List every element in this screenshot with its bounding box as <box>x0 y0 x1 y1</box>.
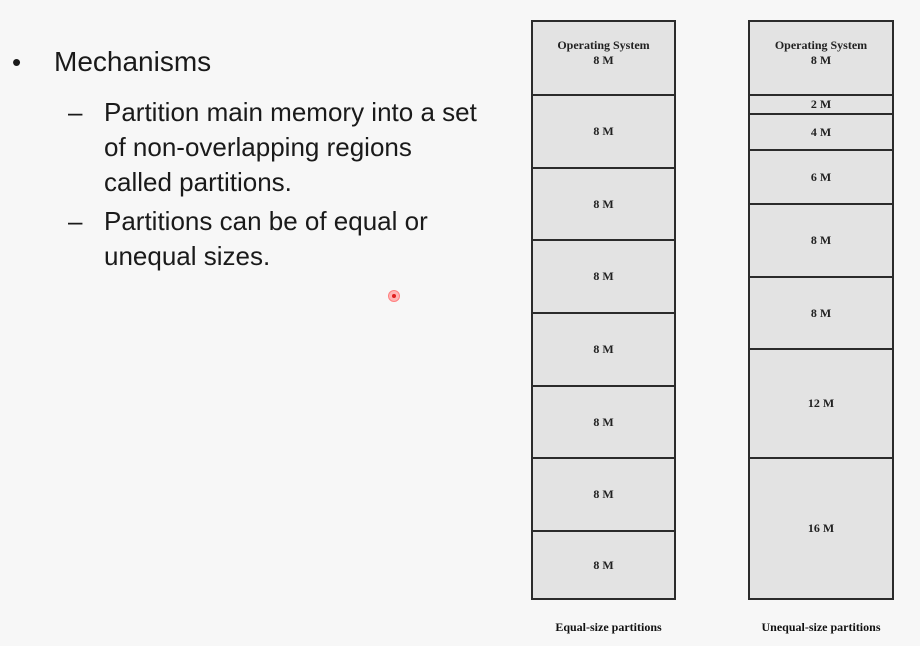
partition-block: 4 M <box>750 113 892 149</box>
partition-block: 8 M <box>533 94 674 167</box>
partition-block: 12 M <box>750 348 892 457</box>
laser-pointer-icon <box>389 291 399 301</box>
sub-bullet-2: – Partitions can be of equal or unequal … <box>68 204 484 274</box>
main-bullet: • Mechanisms <box>12 44 211 80</box>
sub-bullet-dash: – <box>68 97 83 127</box>
sub-bullet-1: – Partition main memory into a set of no… <box>68 95 484 200</box>
os-size-label: 8 M <box>810 53 832 67</box>
partition-size-label: 6 M <box>810 169 832 184</box>
os-label: Operating System <box>557 38 650 52</box>
partition-block: 8 M <box>533 385 674 457</box>
partition-size-label: 8 M <box>593 487 614 501</box>
partition-block: 8 M <box>533 167 674 239</box>
partition-block: 8 M <box>533 530 674 598</box>
partition-size-label: 16 M <box>807 521 835 535</box>
sub-bullet-text: Partitions can be of equal or unequal si… <box>104 206 428 271</box>
partition-size-label: 8 M <box>593 342 614 356</box>
partition-size-label: 8 M <box>810 233 832 247</box>
partition-block: 6 M <box>750 149 892 203</box>
sub-bullet-text: Partition main memory into a set of non-… <box>104 97 477 197</box>
partition-block: 2 M <box>750 94 892 113</box>
bullet-dot: • <box>12 47 22 77</box>
partition-size-label: 8 M <box>593 269 614 283</box>
partition-size-label: 8 M <box>593 557 614 572</box>
partition-size-label: 8 M <box>593 124 614 138</box>
partition-size-label: 8 M <box>593 414 614 429</box>
partition-size-label: 12 M <box>807 396 835 410</box>
partition-size-label: 4 M <box>810 124 832 139</box>
os-size-label: 8 M <box>593 53 614 67</box>
partition-size-label: 8 M <box>593 196 614 211</box>
equal-partitions-caption: Equal-size partitions <box>555 620 662 634</box>
os-partition: Operating System 8 M <box>750 22 892 94</box>
partition-block: 8 M <box>750 276 892 348</box>
partition-size-label: 2 M <box>810 97 832 111</box>
equal-partitions-column: Operating System 8 M 8 M 8 M 8 M 8 M 8 M… <box>531 20 676 600</box>
partition-size-label: 8 M <box>810 305 832 320</box>
unequal-partitions-column: Operating System 8 M 2 M 4 M 6 M 8 M 8 M… <box>748 20 894 600</box>
partition-block: 8 M <box>750 203 892 276</box>
partition-block: 8 M <box>533 312 674 385</box>
partition-block: 16 M <box>750 457 892 598</box>
sub-bullet-dash: – <box>68 206 83 236</box>
unequal-partitions-caption: Unequal-size partitions <box>761 620 881 634</box>
main-bullet-text: Mechanisms <box>54 46 212 77</box>
partition-block: 8 M <box>533 239 674 312</box>
partition-block: 8 M <box>533 457 674 530</box>
os-partition: Operating System 8 M <box>533 22 674 94</box>
os-label: Operating System <box>774 38 868 52</box>
